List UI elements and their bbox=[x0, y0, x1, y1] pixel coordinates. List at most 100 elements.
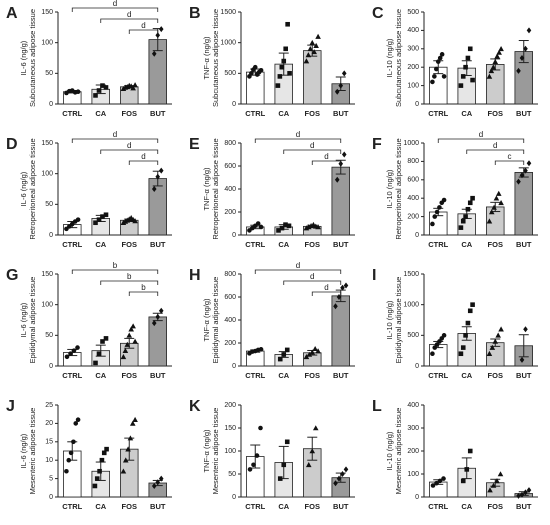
y-tick-label: 20 bbox=[45, 420, 53, 427]
y-tick-label: 800 bbox=[224, 140, 236, 147]
significance-bracket bbox=[254, 269, 342, 274]
panel: C IL-10 (ng/g) Subcutaneous adipose tissue… bbox=[372, 5, 538, 118]
data-point bbox=[492, 338, 499, 344]
data-point bbox=[75, 417, 81, 423]
significance-bracket bbox=[466, 149, 525, 154]
data-point bbox=[155, 32, 161, 39]
panel: K TNF-α (ng/g) Mesenteric adipose tissue 0 5… bbox=[189, 398, 355, 511]
y-axis-label: Retroperitoneal adipose tissue bbox=[28, 138, 37, 239]
data-point bbox=[158, 26, 164, 33]
data-point bbox=[151, 482, 157, 489]
data-point bbox=[493, 195, 500, 201]
y-axis-label: Retroperitoneal adipose tissue bbox=[211, 138, 220, 239]
data-point bbox=[307, 46, 314, 52]
panel: F IL-10 (ng/g) Retroperitoneal adipose tis… bbox=[372, 130, 538, 249]
panel: I IL-10 (ng/g) Epididymal adipose tissue 0 5… bbox=[372, 267, 538, 380]
panel: A IL-6 (ng/g) Subcutaneous adipose tissue 0… bbox=[6, 0, 172, 118]
panel-letter: J bbox=[6, 398, 15, 415]
data-point bbox=[460, 345, 466, 350]
data-point bbox=[430, 351, 435, 357]
data-point bbox=[155, 313, 161, 320]
data-point bbox=[435, 59, 441, 64]
y-tick-label: 1000 bbox=[220, 40, 236, 47]
data-point bbox=[465, 320, 471, 326]
data-point bbox=[467, 448, 473, 454]
data-point bbox=[284, 347, 290, 353]
data-point bbox=[75, 217, 81, 222]
data-point bbox=[315, 224, 321, 230]
data-point bbox=[437, 205, 442, 210]
panel-letter: L bbox=[372, 398, 382, 415]
data-point bbox=[158, 475, 164, 482]
data-point bbox=[470, 302, 475, 307]
data-point bbox=[494, 53, 500, 59]
y-tick-label: 400 bbox=[407, 27, 419, 34]
data-point bbox=[96, 217, 102, 222]
data-point bbox=[334, 88, 340, 95]
significance-bracket bbox=[71, 269, 159, 274]
data-point bbox=[490, 64, 497, 70]
x-tick-label: CTRL bbox=[428, 371, 448, 380]
data-point bbox=[281, 462, 287, 468]
data-point bbox=[309, 349, 316, 355]
x-tick-label: CTRL bbox=[62, 240, 82, 249]
x-tick-label: CA bbox=[278, 371, 289, 380]
data-point bbox=[312, 425, 319, 431]
data-point bbox=[124, 341, 131, 347]
x-tick-label: BUT bbox=[516, 109, 532, 118]
data-point bbox=[434, 480, 439, 486]
data-point bbox=[460, 218, 466, 224]
data-point bbox=[489, 344, 496, 350]
data-point bbox=[251, 462, 256, 468]
y-tick-label: 150 bbox=[41, 271, 53, 278]
significance-label: b bbox=[141, 283, 146, 292]
data-point bbox=[458, 83, 464, 88]
y-axis-label: IL-6 (ng/g) bbox=[19, 40, 28, 75]
significance-label: d bbox=[127, 141, 131, 150]
data-point bbox=[120, 468, 127, 474]
y-tick-label: 500 bbox=[407, 9, 419, 16]
significance-label: b bbox=[127, 272, 132, 281]
data-point bbox=[432, 74, 437, 79]
significance-label: d bbox=[141, 21, 145, 30]
significance-bracket bbox=[100, 18, 159, 23]
y-axis-label: Subcutaneous adipose tissue bbox=[211, 9, 220, 107]
data-point bbox=[128, 326, 134, 332]
y-tick-label: 800 bbox=[407, 158, 419, 165]
data-point bbox=[441, 333, 447, 338]
x-tick-label: CTRL bbox=[428, 502, 448, 511]
x-tick-label: CA bbox=[278, 109, 289, 118]
y-tick-label: 100 bbox=[224, 448, 236, 455]
y-tick-label: 100 bbox=[41, 302, 53, 309]
x-tick-label: FOS bbox=[122, 109, 137, 118]
significance-bracket bbox=[437, 138, 525, 143]
significance-bracket bbox=[128, 160, 159, 165]
significance-bracket bbox=[311, 291, 342, 296]
x-tick-label: BUT bbox=[333, 109, 349, 118]
significance-label: d bbox=[296, 261, 300, 270]
data-point bbox=[64, 354, 70, 360]
significance-label: d bbox=[324, 283, 328, 292]
data-point bbox=[463, 214, 468, 219]
significance-bracket bbox=[128, 291, 159, 296]
x-tick-label: FOS bbox=[122, 371, 137, 380]
x-tick-label: CTRL bbox=[245, 109, 265, 118]
bar bbox=[303, 50, 322, 105]
data-point bbox=[99, 457, 105, 463]
data-point bbox=[127, 435, 134, 441]
data-point bbox=[75, 89, 81, 95]
data-point bbox=[470, 77, 475, 83]
data-point bbox=[103, 336, 109, 341]
data-point bbox=[158, 167, 164, 174]
data-point bbox=[336, 475, 342, 482]
x-tick-label: FOS bbox=[488, 240, 503, 249]
y-tick-label: 50 bbox=[45, 70, 53, 77]
data-point bbox=[101, 450, 107, 456]
y-tick-label: 200 bbox=[224, 402, 236, 409]
y-tick-label: 600 bbox=[407, 177, 419, 184]
data-point bbox=[309, 448, 316, 454]
data-point bbox=[305, 462, 312, 468]
x-tick-label: FOS bbox=[305, 109, 320, 118]
y-tick-label: 800 bbox=[224, 271, 236, 278]
x-tick-label: CTRL bbox=[428, 109, 448, 118]
